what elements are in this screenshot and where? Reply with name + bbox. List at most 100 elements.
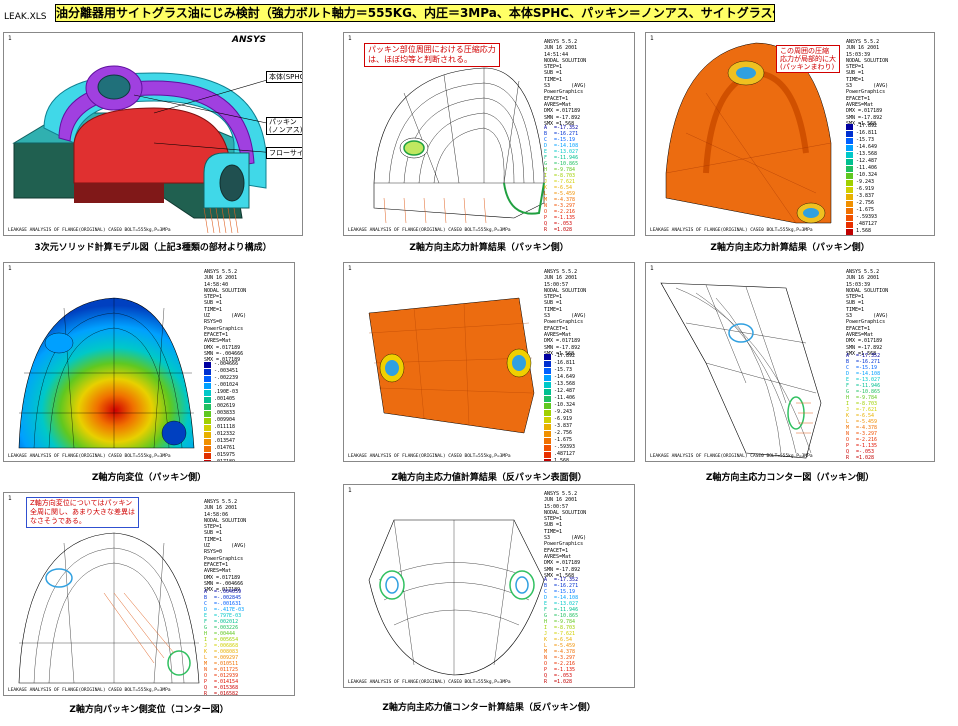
legend-letter: K	[544, 184, 548, 191]
legend-row: C =-15.19	[846, 365, 880, 371]
legend-row: Q =-.053	[846, 449, 880, 455]
legend-value: -13.568	[554, 381, 576, 387]
legend-swatch	[846, 207, 853, 214]
legend-letter: D	[846, 370, 850, 377]
stress-opposite-figure	[368, 297, 535, 434]
legend-row: A =-17.352	[544, 577, 578, 583]
legend-swatch	[204, 389, 211, 396]
legend-value: =-10.865	[554, 160, 579, 167]
contour-legend: -17.892 -16.811 -15.73 -14.649 -13.568 -12.48…	[846, 123, 877, 235]
legend-swatch	[204, 403, 211, 410]
legend-row: L =-5.459	[544, 191, 578, 197]
legend-letter: Q	[544, 672, 548, 679]
legend-row: L =-5.459	[544, 643, 578, 649]
legend-letter: F	[544, 606, 548, 613]
legend-swatch	[204, 438, 211, 445]
legend-value: =1.028	[554, 226, 573, 233]
ansys-logo: ANSYS	[232, 35, 266, 45]
legend-swatch	[846, 172, 853, 179]
legend-letter: P	[544, 666, 548, 673]
legend-value: =-.053	[554, 672, 573, 679]
ansys-header: ANSYS 5.5.2 JUN 16 2001 14:58:06 NODAL S…	[204, 499, 247, 594]
legend-value: =-3.297	[856, 430, 878, 437]
legend-value: =-7.621	[554, 178, 576, 185]
legend-value: -14.649	[856, 144, 878, 150]
legend-swatch	[544, 409, 551, 416]
legend-row: N =-3.297	[846, 431, 880, 437]
legend-swatch	[544, 353, 551, 360]
legend-swatch	[846, 158, 853, 165]
ansys-header: ANSYS 5.5.2 JUN 16 2001 15:00:57 NODAL S…	[544, 491, 587, 579]
legend-value: =-9.784	[856, 394, 878, 401]
legend-letter: I	[204, 636, 208, 643]
legend-letter: O	[204, 672, 208, 679]
legend-letter: L	[846, 418, 850, 425]
legend-row: J =-7.621	[846, 407, 880, 413]
legend-swatch	[846, 179, 853, 186]
legend-letter: P	[204, 678, 208, 685]
legend-row: O =-2.216	[544, 209, 578, 215]
legend-value: -10.324	[554, 402, 576, 408]
displacement-figure	[18, 297, 195, 449]
ansys-header: ANSYS 5.5.2 JUN 16 2001 14:58:40 NODAL S…	[204, 269, 247, 364]
legend-row: .487127	[846, 221, 877, 228]
legend-row: R =1.028	[544, 227, 578, 233]
legend-letter: E	[544, 148, 548, 155]
legend-value: =-7.621	[554, 630, 576, 637]
legend-value: =.016582	[214, 690, 239, 696]
legend-row: K =-6.54	[544, 637, 578, 643]
legend-value: -13.568	[856, 151, 878, 157]
legend-swatch	[846, 186, 853, 193]
legend-value: =-14.108	[554, 594, 579, 601]
panel-footer: LEAKAGE ANALYSIS OF FLANGE(ORIGINAL) CAS…	[348, 228, 511, 233]
legend-value: -12.487	[554, 388, 576, 394]
legend-letter: Q	[846, 448, 850, 455]
legend-row: F =-11.946	[544, 607, 578, 613]
legend-value: =-13.027	[856, 376, 881, 383]
legend-swatch	[846, 151, 853, 158]
legend-letter: A	[544, 124, 548, 131]
legend-row: G =-10.865	[544, 613, 578, 619]
callout-flowsight: フローサイト	[266, 147, 302, 159]
legend-row: R =1.028	[846, 455, 880, 461]
legend-row: D =-14.108	[846, 371, 880, 377]
legend-value: =-.053	[554, 220, 573, 227]
legend-swatch	[544, 451, 551, 458]
legend-row: .487127	[544, 451, 575, 458]
legend-row: Q =-.053	[544, 673, 578, 679]
legend-value: =-10.865	[554, 612, 579, 619]
legend-value: =.003226	[214, 624, 239, 631]
legend-letter: H	[204, 630, 208, 637]
legend-row: -.59393	[846, 214, 877, 221]
legend-letter: E	[846, 376, 850, 383]
legend-letter: M	[544, 648, 548, 655]
panel-footer: LEAKAGE ANALYSIS OF FLANGE(ORIGINAL) CAS…	[8, 228, 171, 233]
legend-row: D =-14.108	[544, 143, 578, 149]
legend-row: P =-1.135	[846, 443, 880, 449]
legend-value: =-10.865	[856, 388, 881, 395]
panel-z-stress-packing: 1 パッキン部位周囲における圧縮応力 は、ほぼ均等と判断される。 ANSYS 5…	[343, 32, 635, 236]
legend-value: -3.837	[856, 193, 875, 199]
legend-swatch	[204, 382, 211, 389]
legend-value: =.011725	[214, 666, 239, 673]
legend-value: =.00444	[214, 630, 236, 637]
legend-swatch	[544, 381, 551, 388]
legend-letter: L	[204, 654, 208, 661]
legend-row: P =.014154	[204, 679, 244, 685]
legend-value: =-8.703	[554, 624, 576, 631]
legend-row: .009904	[204, 417, 238, 424]
legend-value: =-17.352	[856, 352, 881, 359]
legend-letter: Q	[544, 220, 548, 227]
legend-row: P =-1.135	[544, 667, 578, 673]
legend-value: -15.73	[554, 367, 573, 373]
legend-row: O =-2.216	[544, 661, 578, 667]
legend-letter: J	[846, 406, 850, 413]
panel-number: 1	[650, 265, 654, 272]
contour-legend: A =-17.352 B =-16.271 C =-15.19 D =-14.108 E =-13…	[544, 577, 578, 685]
legend-value: =-14.108	[554, 142, 579, 149]
legend-row: 1.568	[846, 228, 877, 235]
panel-z-contour-packing: 1 ANSYS 5.5.2 JUN 16 2001 15:03:39 NODAL…	[645, 262, 935, 462]
contour-legend: A =-17.352 B =-16.271 C =-15.19 D =-14.108 E =-13…	[846, 353, 880, 461]
legend-swatch	[544, 444, 551, 451]
legend-row: M =.010511	[204, 661, 244, 667]
